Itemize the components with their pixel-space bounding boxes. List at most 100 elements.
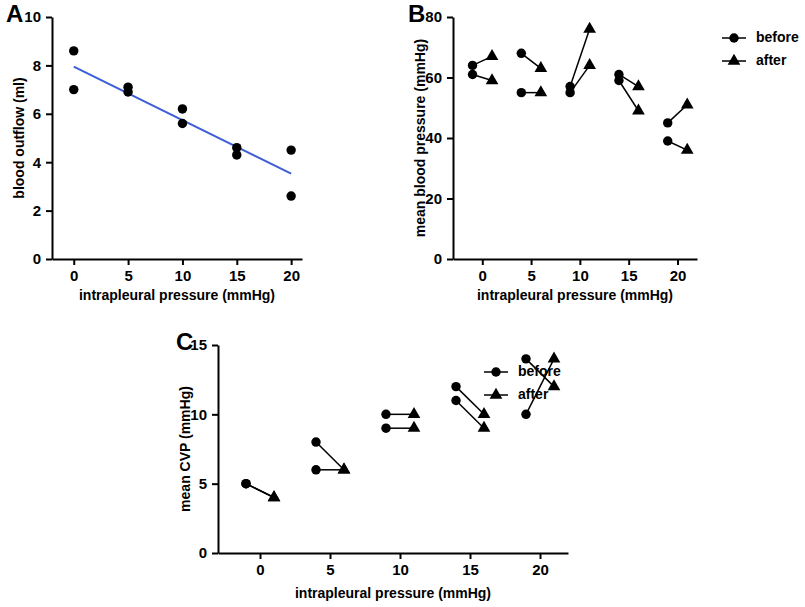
x-tick-mark	[330, 553, 332, 559]
x-axis-line	[454, 259, 698, 261]
y-tick-mark	[46, 210, 52, 212]
y-tick-label: 8	[33, 57, 41, 74]
x-tick-mark	[677, 259, 679, 265]
x-tick-mark	[291, 259, 293, 265]
x-tick-label: 5	[326, 561, 334, 578]
y-tick: 6	[33, 105, 52, 122]
legend-item: after	[722, 52, 787, 68]
legend-label: after	[756, 52, 787, 68]
legend: before after	[484, 363, 561, 402]
x-tick-mark	[482, 259, 484, 265]
x-tick-label: 0	[479, 267, 487, 284]
y-axis-title: blood outflow (ml)	[11, 77, 27, 198]
y-tick-mark	[46, 162, 52, 164]
data-point	[232, 150, 241, 159]
x-tick-mark	[470, 553, 472, 559]
x-tick-mark	[628, 259, 630, 265]
x-tick-label: 10	[392, 561, 409, 578]
y-tick: 4	[33, 154, 52, 171]
pair-line	[316, 442, 344, 470]
data-point	[663, 118, 672, 127]
y-tick: 8	[33, 57, 52, 74]
y-tick: 20	[425, 190, 453, 207]
y-axis-line	[218, 346, 220, 554]
y-tick-label: 5	[199, 475, 207, 492]
data-point	[69, 46, 78, 55]
x-axis: 05101520	[53, 259, 303, 284]
chart-svg: 0 5 10 15 20 0 2 4 6 8 10 intrapleural pressure (mm…	[0, 0, 805, 607]
x-tick: 10	[392, 553, 409, 578]
data-point	[478, 407, 491, 418]
data-point	[381, 423, 390, 432]
x-tick: 10	[572, 259, 589, 284]
data-point	[681, 143, 694, 154]
legend-item: before	[484, 363, 561, 379]
y-tick: 0	[33, 250, 52, 267]
x-tick-mark	[128, 259, 130, 265]
data-point	[241, 479, 250, 488]
data-point	[486, 73, 499, 84]
x-tick: 5	[326, 553, 334, 578]
data-point	[478, 421, 491, 432]
legend-symbol	[490, 388, 503, 399]
data-point	[381, 410, 390, 419]
data-point	[311, 437, 320, 446]
figure: 0 5 10 15 20 0 2 4 6 8 10 intrapleural pressure (mm…	[0, 0, 805, 607]
panel: 05101520051015intrapleural pressure (mmH…	[176, 328, 569, 601]
x-tick: 5	[124, 259, 132, 284]
data-point	[517, 49, 526, 58]
y-axis-line	[52, 18, 54, 260]
y-tick-label: 10	[24, 8, 41, 25]
legend-symbol	[491, 367, 500, 376]
data-point	[632, 79, 645, 90]
y-tick: 60	[425, 69, 453, 86]
x-tick-label: 15	[229, 267, 246, 284]
y-tick-label: 20	[425, 190, 442, 207]
data-point	[268, 490, 281, 501]
data-point	[451, 382, 460, 391]
y-tick-label: 6	[33, 105, 41, 122]
data-point	[311, 465, 320, 474]
legend-item: before	[722, 29, 799, 45]
data-point	[583, 58, 596, 69]
x-axis-line	[53, 259, 303, 261]
y-axis: 020406080	[425, 8, 453, 267]
x-tick-label: 5	[527, 267, 535, 284]
data-point	[123, 87, 132, 96]
legend-item: after	[484, 386, 549, 402]
x-axis-title: intrapleural pressure (mmHg)	[477, 287, 673, 303]
y-tick-label: 80	[425, 8, 442, 25]
panel-letter: C	[176, 328, 193, 355]
data-point	[614, 76, 623, 85]
y-axis: 051015	[190, 336, 218, 561]
data-point	[548, 352, 561, 363]
y-axis-title: mean CVP (mmHg)	[177, 386, 193, 512]
data-point	[632, 103, 645, 114]
y-tick: 10	[190, 406, 218, 423]
x-tick-mark	[236, 259, 238, 265]
data-point	[178, 119, 187, 128]
y-tick: 80	[425, 8, 453, 25]
fit-line	[74, 67, 291, 174]
y-tick-mark	[447, 198, 453, 200]
x-tick-label: 5	[124, 267, 132, 284]
marks	[241, 352, 560, 502]
x-tick-label: 15	[621, 267, 638, 284]
y-tick-label: 60	[425, 69, 442, 86]
panel: 051015200246810intrapleural pressure (mm…	[6, 0, 303, 303]
legend-label: before	[756, 29, 799, 45]
x-tick-label: 15	[462, 561, 479, 578]
x-tick: 15	[229, 259, 246, 284]
x-tick-label: 10	[572, 267, 589, 284]
x-tick-label: 20	[532, 561, 549, 578]
y-tick-label: 2	[33, 202, 41, 219]
data-point	[565, 88, 574, 97]
x-tick: 0	[70, 259, 78, 284]
x-tick: 0	[256, 553, 264, 578]
x-tick-mark	[182, 259, 184, 265]
data-point	[338, 462, 351, 473]
legend-label: before	[518, 363, 561, 379]
x-tick-mark	[260, 553, 262, 559]
y-tick: 10	[24, 8, 52, 25]
x-tick: 15	[462, 553, 479, 578]
